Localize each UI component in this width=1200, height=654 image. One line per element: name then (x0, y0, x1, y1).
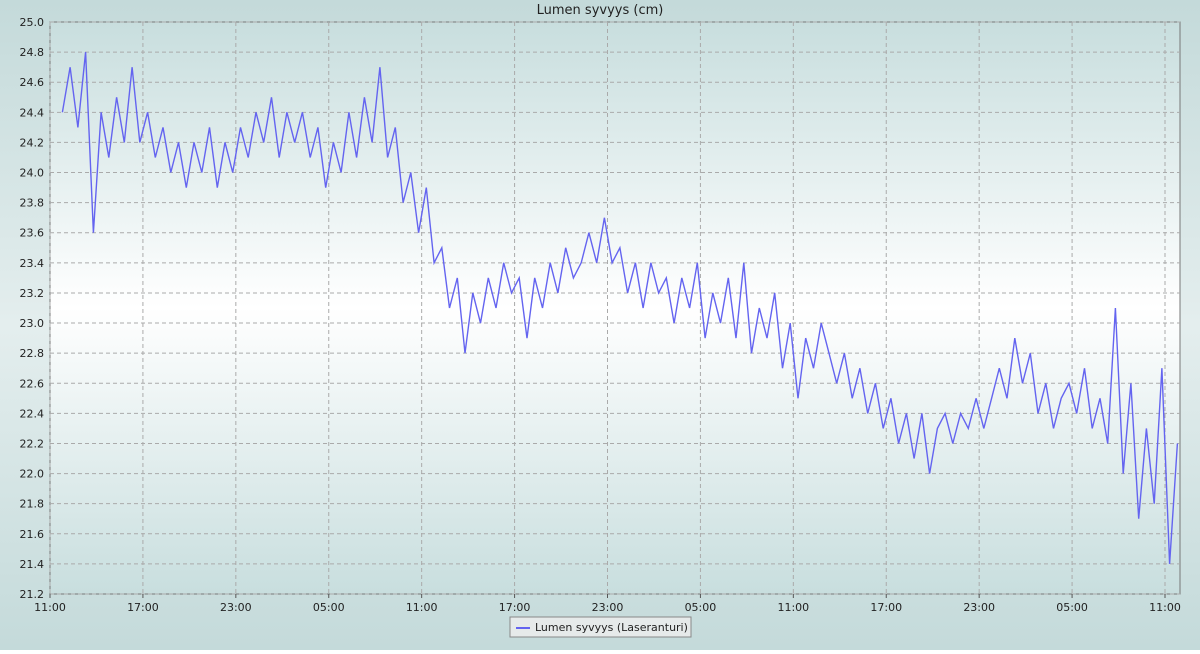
chart-title: Lumen syvyys (cm) (537, 3, 664, 18)
y-tick-label: 23.0 (20, 317, 45, 330)
x-tick-label: 23:00 (220, 601, 252, 614)
data-line (61, 52, 1179, 564)
y-tick-label: 21.4 (20, 558, 45, 571)
x-tick-label: 05:00 (313, 601, 345, 614)
y-tick-label: 23.2 (20, 287, 45, 300)
y-tick-label: 22.2 (20, 437, 45, 450)
y-tick-label: 23.6 (20, 227, 45, 240)
x-tick-label: 05:00 (685, 601, 717, 614)
y-tick-label: 22.6 (20, 377, 45, 390)
x-tick-label: 11:00 (777, 601, 809, 614)
x-tick-label: 23:00 (592, 601, 624, 614)
y-tick-label: 21.6 (20, 528, 45, 541)
y-tick-label: 24.6 (20, 76, 45, 89)
y-tick-label: 22.8 (20, 347, 45, 360)
x-tick-label: 05:00 (1056, 601, 1088, 614)
y-tick-label: 24.0 (20, 167, 45, 180)
y-tick-label: 22.4 (20, 407, 45, 420)
plot-area (49, 21, 1181, 595)
y-tick-label: 22.0 (20, 468, 45, 481)
y-tick-label: 25.0 (20, 16, 45, 29)
y-tick-label: 21.8 (20, 498, 45, 511)
y-tick-label: 23.8 (20, 197, 45, 210)
x-tick-label: 17:00 (127, 601, 159, 614)
y-tick-label: 23.4 (20, 257, 45, 270)
legend-label: Lumen syvyys (Laseranturi) (535, 621, 688, 634)
y-tick-label: 24.2 (20, 136, 45, 149)
x-tick-label: 11:00 (34, 601, 66, 614)
y-tick-label: 21.2 (20, 588, 45, 601)
x-tick-label: 17:00 (870, 601, 902, 614)
legend-box (509, 616, 692, 638)
x-tick-label: 23:00 (963, 601, 995, 614)
x-tick-label: 11:00 (1149, 601, 1181, 614)
x-tick-label: 11:00 (406, 601, 438, 614)
y-tick-label: 24.8 (20, 46, 45, 59)
y-tick-label: 24.4 (20, 106, 45, 119)
x-tick-label: 17:00 (499, 601, 531, 614)
